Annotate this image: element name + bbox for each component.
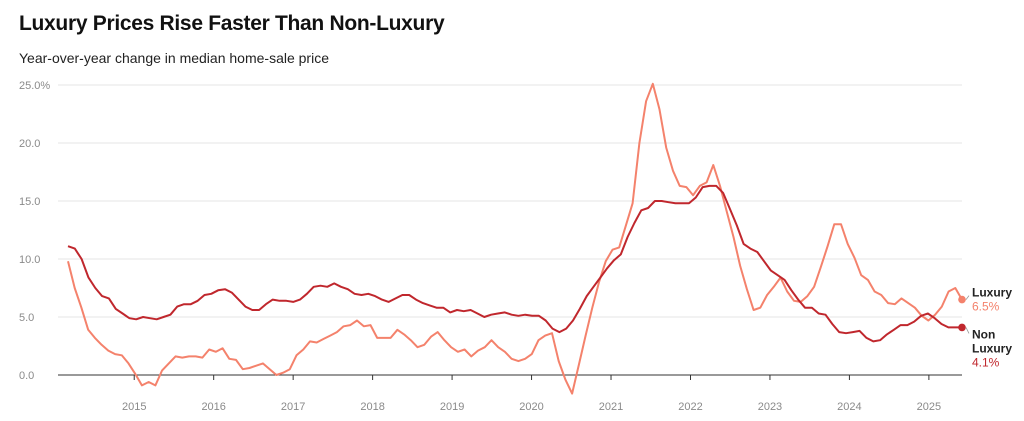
y-tick-label: 0.0 [19,370,34,382]
x-tick-label: 2019 [440,401,464,413]
series-label-name: Non Luxury [972,327,1012,355]
y-tick-label: 10.0 [19,254,40,266]
x-tick-label: 2020 [519,401,543,413]
chart-subtitle: Year-over-year change in median home-sal… [19,50,329,66]
y-tick-label: 15.0 [19,196,40,208]
y-tick-label: 25.0% [19,80,50,92]
series-label-name: Luxury [972,286,1012,300]
x-tick-label: 2022 [678,401,702,413]
chart-title: Luxury Prices Rise Faster Than Non-Luxur… [19,12,445,35]
series-line-non-luxury [67,184,962,343]
y-tick-label: 20.0 [19,138,40,150]
x-tick-label: 2024 [837,401,861,413]
series-endpoint-luxury [958,295,966,304]
series-label-value: 4.1% [972,355,1000,369]
x-tick-label: 2023 [758,401,782,413]
series-endpoint-non-luxury [958,323,966,332]
series-leader-line [965,295,970,300]
series-leader-line [965,327,970,334]
x-tick-label: 2018 [360,401,384,413]
x-tick-label: 2016 [201,401,225,413]
x-tick-label: 2021 [599,401,623,413]
x-tick-label: 2015 [122,401,146,413]
x-tick-label: 2017 [281,401,305,413]
series-line-luxury [67,82,963,395]
series-label-value: 6.5% [972,300,1000,314]
y-tick-label: 5.0 [19,312,34,324]
x-tick-label: 2025 [917,401,941,413]
